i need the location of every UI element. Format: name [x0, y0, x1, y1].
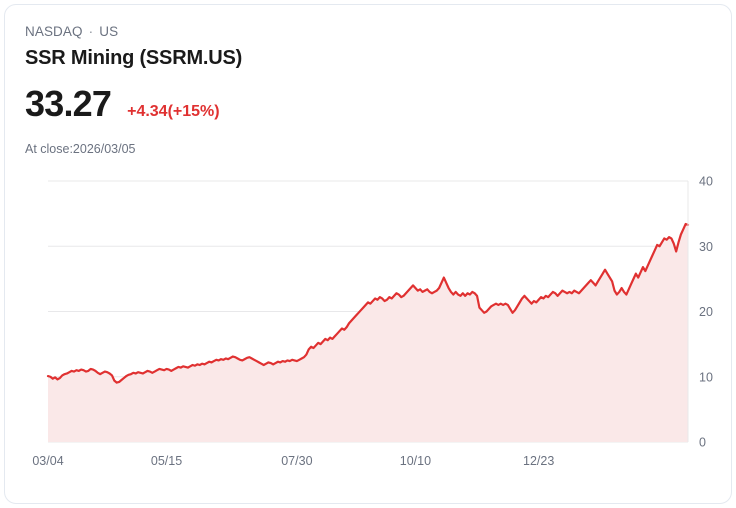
price-line — [46, 222, 690, 384]
market-status: At close:2026/03/05 — [25, 142, 136, 156]
region-label: US — [99, 24, 119, 39]
quote-price-row: 33.27 +4.34(+15%) — [25, 83, 220, 125]
exchange-label: NASDAQ — [25, 24, 83, 39]
x-axis-tick-label: 05/15 — [151, 454, 182, 468]
exchange-region-row: NASDAQ · US — [25, 23, 625, 41]
quote-header: NASDAQ · US SSR Mining (SSRM.US) — [25, 23, 625, 71]
page-title: SSR Mining (SSRM.US) — [25, 47, 243, 69]
x-axis-tick-label: 07/30 — [281, 454, 312, 468]
current-price: 33.27 — [25, 83, 112, 124]
price-area-fill — [48, 224, 688, 442]
y-axis-labels: 0 10 20 30 40 — [699, 175, 713, 450]
y-axis-tick-label: 30 — [699, 240, 713, 254]
x-axis-labels: 03/04 05/15 07/30 10/10 12/23 — [32, 454, 554, 468]
x-axis-tick-label: 03/04 — [32, 454, 63, 468]
separator-dot: · — [88, 24, 94, 39]
price-change: +4.34(+15%) — [127, 103, 220, 120]
y-axis-tick-label: 10 — [699, 370, 713, 384]
y-axis-tick-label: 0 — [699, 436, 706, 450]
y-axis-tick-label: 40 — [699, 175, 713, 189]
price-chart-svg[interactable]: 0 10 20 30 40 03/04 05/15 07/30 10/10 12/23 — [5, 165, 732, 475]
x-axis-tick-label: 12/23 — [523, 454, 554, 468]
stock-quote-card: NASDAQ · US SSR Mining (SSRM.US) 33.27 +4.… — [4, 4, 732, 504]
y-axis-tick-label: 20 — [699, 305, 713, 319]
x-axis-tick-label: 10/10 — [400, 454, 431, 468]
price-chart[interactable]: 0 10 20 30 40 03/04 05/15 07/30 10/10 12/23 — [5, 165, 732, 475]
